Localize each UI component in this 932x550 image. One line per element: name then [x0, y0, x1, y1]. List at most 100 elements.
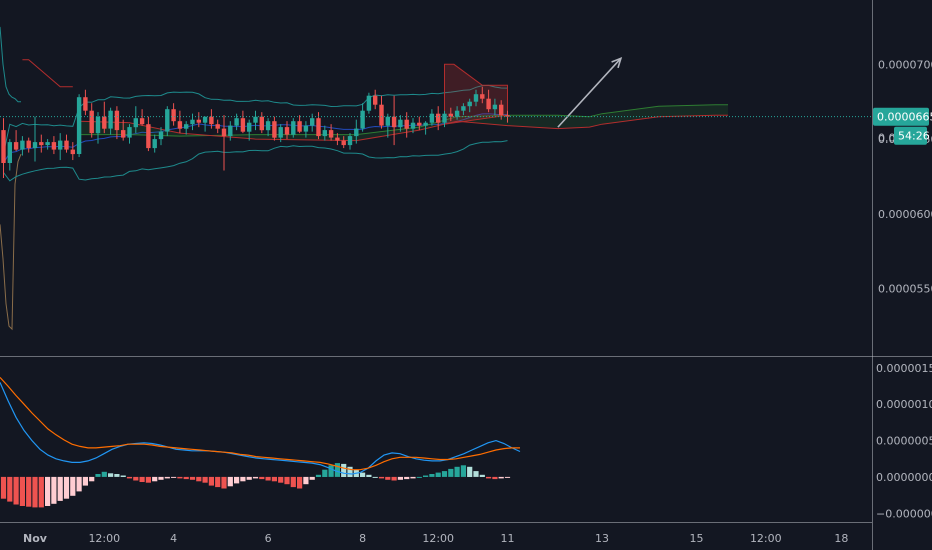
candle-body[interactable]: [177, 121, 183, 129]
candle-body[interactable]: [146, 124, 151, 149]
ichimoku-span-a: [79, 104, 728, 137]
candle-body[interactable]: [209, 116, 214, 125]
candle-body[interactable]: [265, 121, 271, 131]
candle-body[interactable]: [417, 122, 422, 126]
last-price-tag-label: 0.0000665: [877, 111, 932, 124]
candle-body[interactable]: [228, 125, 233, 137]
candle-body[interactable]: [328, 130, 334, 138]
candle-body[interactable]: [454, 110, 460, 117]
candle-body[interactable]: [70, 149, 75, 155]
macd-histogram-bar: [297, 476, 303, 489]
macd-line: [0, 382, 521, 475]
time-tick-label: 12:00: [88, 532, 120, 545]
candle-body[interactable]: [89, 110, 94, 134]
candle-body[interactable]: [190, 119, 195, 125]
candle-body[interactable]: [404, 119, 409, 129]
macd-pane[interactable]: [0, 376, 521, 508]
candle-body[interactable]: [127, 127, 132, 138]
candle-body[interactable]: [297, 121, 302, 132]
candle-body[interactable]: [379, 104, 384, 126]
candle-body[interactable]: [272, 121, 277, 138]
candle-body[interactable]: [373, 95, 378, 105]
candle-body[interactable]: [114, 110, 120, 131]
macd-histogram-bar: [429, 474, 435, 477]
candle-body[interactable]: [121, 130, 126, 138]
macd-histogram-bar: [152, 476, 158, 482]
candle-body[interactable]: [366, 95, 372, 111]
candle-body[interactable]: [26, 140, 31, 149]
candle-body[interactable]: [335, 137, 340, 141]
candle-body[interactable]: [486, 98, 491, 110]
candle-body[interactable]: [480, 94, 485, 99]
candle-body[interactable]: [391, 116, 397, 128]
candle-body[interactable]: [316, 118, 321, 137]
candle-body[interactable]: [196, 119, 201, 123]
macd-histogram-bar: [183, 476, 189, 480]
candle-body[interactable]: [64, 140, 69, 150]
candle-body[interactable]: [322, 130, 327, 137]
candle-body[interactable]: [423, 122, 428, 126]
candle-body[interactable]: [492, 104, 498, 110]
candle-body[interactable]: [32, 142, 38, 149]
candle-body[interactable]: [253, 116, 258, 123]
candle-body[interactable]: [133, 118, 138, 128]
candle-body[interactable]: [259, 116, 264, 131]
candle-body[interactable]: [58, 140, 63, 150]
candle-body[interactable]: [20, 140, 25, 150]
candle-body[interactable]: [303, 125, 309, 132]
candle-body[interactable]: [95, 116, 101, 134]
candle-body[interactable]: [341, 140, 346, 146]
candle-body[interactable]: [442, 113, 447, 123]
candle-body[interactable]: [385, 116, 390, 126]
candle-body[interactable]: [436, 113, 441, 123]
last-price-tag[interactable]: [873, 107, 929, 126]
candle-body[interactable]: [202, 116, 208, 123]
candle-body[interactable]: [398, 119, 403, 128]
arrow-shaft[interactable]: [557, 57, 622, 128]
candle-body[interactable]: [461, 106, 466, 111]
candle-body[interactable]: [360, 110, 365, 129]
candle-body[interactable]: [45, 142, 50, 146]
macd-histogram-bar: [334, 463, 340, 477]
macd-histogram-bar: [404, 476, 410, 480]
candle-body[interactable]: [139, 118, 145, 125]
candle-body[interactable]: [158, 131, 164, 140]
candle-body[interactable]: [102, 116, 107, 129]
macd-histogram-bar: [171, 476, 177, 478]
candle-body[interactable]: [310, 118, 315, 126]
macd-histogram-bar: [227, 476, 233, 487]
candle-body[interactable]: [76, 97, 82, 154]
candle-body[interactable]: [39, 142, 44, 146]
candle-body[interactable]: [165, 109, 170, 132]
candle-body[interactable]: [83, 97, 88, 111]
candle-body[interactable]: [247, 122, 252, 132]
candle-body[interactable]: [1, 130, 6, 163]
macd-histogram-bar: [101, 471, 107, 477]
candle-body[interactable]: [473, 94, 479, 102]
macd-histogram-bar: [221, 476, 227, 489]
candle-body[interactable]: [7, 142, 12, 163]
candle-body[interactable]: [184, 124, 189, 129]
candle-body[interactable]: [284, 127, 290, 135]
candle-body[interactable]: [499, 104, 504, 116]
candle-body[interactable]: [152, 139, 157, 149]
candle-body[interactable]: [13, 142, 19, 150]
candle-body[interactable]: [240, 118, 246, 132]
candle-body[interactable]: [278, 127, 283, 138]
candle-body[interactable]: [108, 110, 113, 129]
candle-body[interactable]: [410, 122, 416, 129]
candle-body[interactable]: [354, 128, 359, 137]
candle-body[interactable]: [429, 113, 435, 123]
price-pane[interactable]: [0, 26, 872, 331]
candle-body[interactable]: [215, 124, 220, 129]
candle-body[interactable]: [171, 109, 176, 122]
candle-body[interactable]: [291, 121, 296, 135]
candle-body[interactable]: [347, 136, 353, 146]
candle-body[interactable]: [51, 142, 57, 150]
candle-body[interactable]: [221, 128, 227, 137]
candle-body[interactable]: [467, 101, 472, 107]
candle-body[interactable]: [448, 113, 453, 117]
candle-body[interactable]: [234, 118, 239, 126]
candle-body[interactable]: [505, 115, 510, 117]
